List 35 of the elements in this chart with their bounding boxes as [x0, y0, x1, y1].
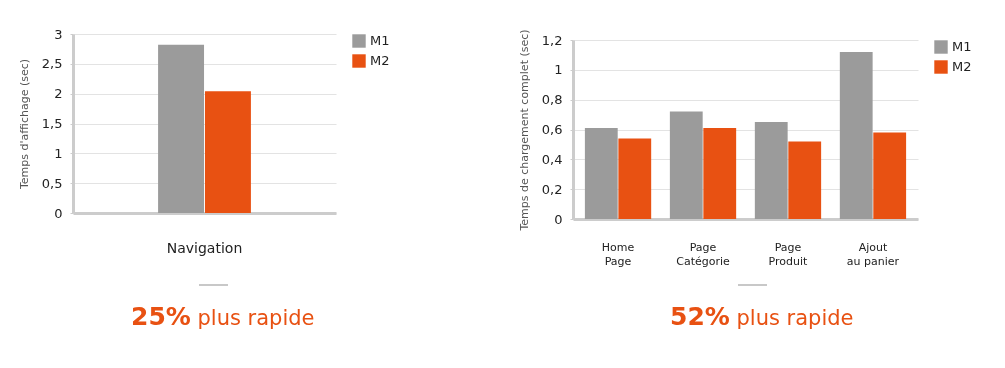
y-tick-label: 3: [54, 26, 63, 42]
bar: [669, 111, 703, 219]
y-tick-label: 0,4: [541, 151, 563, 167]
y-tick-label: 0,8: [541, 92, 563, 108]
bar: [584, 128, 618, 219]
x-tick-label: Navigation: [166, 239, 243, 256]
bar: [873, 132, 907, 219]
y-tick-label: 1,5: [41, 116, 63, 131]
bar: [618, 138, 652, 219]
x-tick-label: Page Catégorie: [676, 240, 731, 268]
text: 25% plus rapide: [131, 302, 315, 331]
y-tick-label: 0,6: [541, 122, 563, 137]
bar: [703, 128, 737, 219]
legend-label: M2: [952, 59, 972, 74]
y-tick-label: 0: [554, 211, 563, 227]
y-tick-label: 0,5: [41, 175, 63, 191]
legend-label: M1: [370, 33, 390, 48]
y-axis-title: Temps d'affichage (sec): [17, 58, 31, 191]
text: 52% plus rapide: [670, 302, 854, 331]
bar: [754, 122, 788, 219]
y-tick-label: 0,2: [541, 181, 563, 197]
x-tick-label: Ajout au panier: [846, 240, 900, 268]
x-tick-label: Page Produit: [768, 240, 809, 268]
y-tick-label: 2,5: [41, 56, 63, 72]
bar: [839, 51, 873, 219]
y-tick-label: 1: [554, 62, 563, 78]
legend-label: M2: [370, 53, 390, 68]
y-tick-label: 2: [54, 86, 63, 102]
x-tick-label: Home Page: [601, 240, 635, 268]
y-tick-label: 0: [54, 205, 63, 221]
legend-label: M1: [952, 39, 972, 54]
y-tick-label: 1,2: [541, 32, 563, 48]
y-tick-label: 1: [54, 145, 63, 161]
y-axis-title: Temps de chargement complet (sec): [517, 29, 531, 232]
bar: [788, 141, 822, 219]
